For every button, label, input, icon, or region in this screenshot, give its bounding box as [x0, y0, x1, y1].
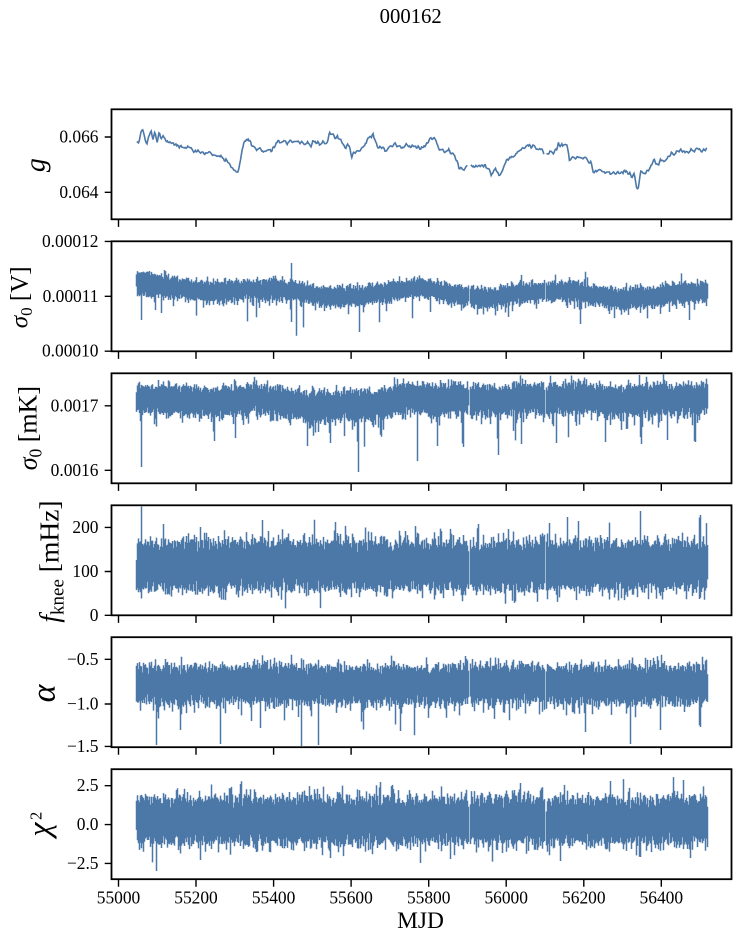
svg-text:−2.5: −2.5 — [67, 853, 99, 873]
svg-text:55600: 55600 — [329, 888, 373, 908]
svg-text:0.0017: 0.0017 — [51, 395, 99, 415]
svg-text:χ2: χ2 — [20, 812, 56, 840]
svg-text:55400: 55400 — [252, 888, 296, 908]
svg-text:−1.5: −1.5 — [67, 736, 99, 756]
svg-text:55000: 55000 — [97, 888, 141, 908]
svg-text:0.066: 0.066 — [59, 127, 98, 147]
svg-text:0.00011: 0.00011 — [43, 286, 99, 306]
svg-text:MJD: MJD — [397, 908, 444, 934]
svg-text:α: α — [26, 683, 63, 702]
svg-text:56200: 56200 — [562, 888, 606, 908]
svg-text:fknee [mHz]: fknee [mHz] — [33, 500, 68, 622]
svg-text:−1.0: −1.0 — [67, 694, 99, 714]
svg-text:0.00012: 0.00012 — [42, 231, 99, 251]
svg-text:56400: 56400 — [640, 888, 684, 908]
svg-text:0.0016: 0.0016 — [51, 460, 99, 480]
svg-text:0: 0 — [90, 605, 99, 625]
svg-text:000162: 000162 — [380, 6, 442, 28]
svg-text:56000: 56000 — [484, 888, 528, 908]
svg-text:100: 100 — [72, 561, 98, 581]
svg-text:σ0 [mK]: σ0 [mK] — [14, 386, 46, 470]
svg-text:200: 200 — [72, 517, 98, 537]
svg-text:σ0 [V]: σ0 [V] — [6, 266, 36, 328]
svg-text:0.00010: 0.00010 — [42, 341, 99, 361]
svg-text:g: g — [21, 158, 52, 172]
svg-text:55800: 55800 — [407, 888, 451, 908]
svg-text:0.064: 0.064 — [59, 182, 98, 202]
svg-text:2.5: 2.5 — [77, 775, 99, 795]
svg-text:0.0: 0.0 — [77, 814, 99, 834]
svg-text:−0.5: −0.5 — [67, 649, 99, 669]
svg-text:55200: 55200 — [174, 888, 218, 908]
